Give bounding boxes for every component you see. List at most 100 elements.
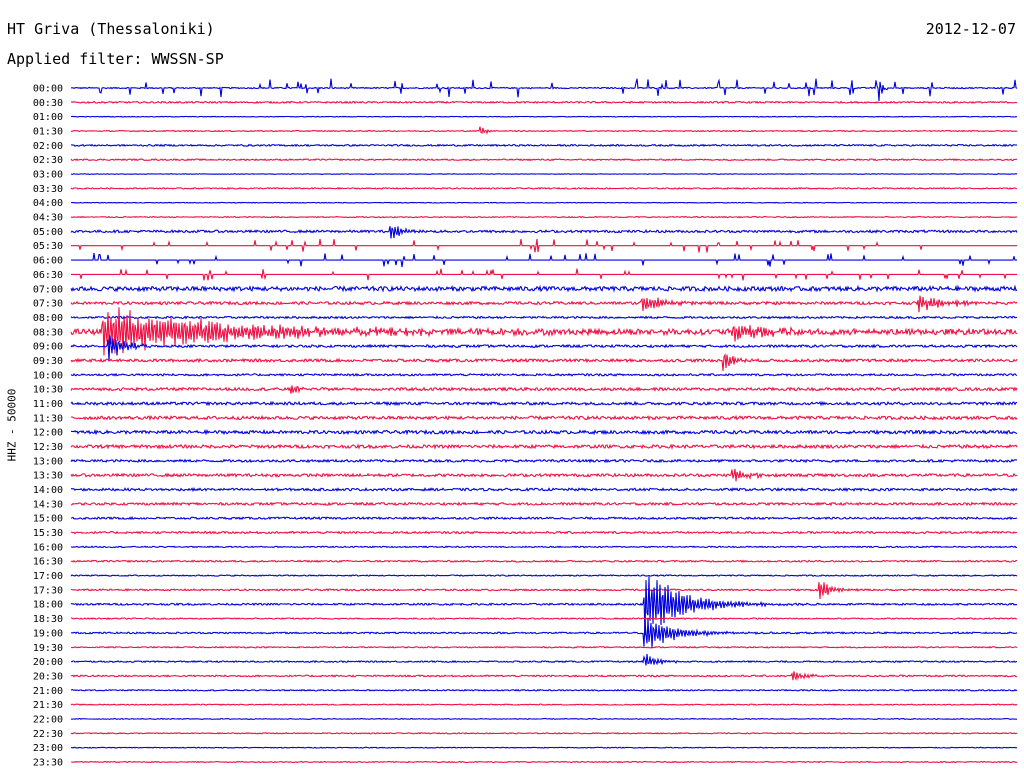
row-time-label: 12:00	[33, 428, 63, 439]
row-time-label: 10:00	[33, 370, 63, 381]
row-time-label: 17:00	[33, 571, 63, 582]
trace-row	[70, 335, 1018, 362]
trace-row	[70, 618, 1018, 649]
trace-row	[70, 126, 1018, 135]
record-date: 2012-12-07	[925, 20, 1016, 38]
trace-row	[70, 576, 1018, 636]
trace-row	[70, 215, 1018, 219]
row-time-label: 07:30	[33, 299, 63, 310]
trace-row	[70, 226, 1018, 239]
row-time-label: 02:00	[33, 141, 63, 152]
trace-row	[70, 315, 1018, 320]
trace-row	[71, 617, 1018, 621]
trace-row	[71, 268, 1017, 281]
row-time-label: 18:00	[33, 600, 63, 611]
trace-row	[70, 468, 1018, 482]
trace-row	[71, 760, 1018, 764]
row-time-label: 12:30	[33, 442, 63, 453]
row-time-label: 09:00	[33, 342, 63, 353]
trace-row	[70, 516, 1018, 521]
row-time-label: 22:00	[33, 714, 63, 725]
trace-row	[70, 688, 1018, 692]
trace-row	[70, 501, 1018, 507]
row-time-label: 22:30	[33, 729, 63, 740]
row-time-label: 19:00	[33, 628, 63, 639]
row-time-label: 13:00	[33, 456, 63, 467]
row-time-label: 20:00	[33, 657, 63, 668]
row-time-label: 23:30	[33, 757, 63, 768]
row-time-label: 01:30	[33, 127, 63, 138]
trace-row	[70, 574, 1018, 578]
row-time-label: 16:00	[33, 542, 63, 553]
row-time-label: 04:00	[33, 198, 63, 209]
trace-row	[70, 158, 1018, 162]
row-time-label: 21:30	[33, 700, 63, 711]
trace-row	[70, 545, 1018, 549]
filter-label: Applied filter: WWSSN-SP	[7, 50, 224, 68]
row-time-label: 00:00	[33, 84, 63, 95]
trace-row	[70, 654, 1018, 666]
row-time-label: 23:00	[33, 743, 63, 754]
row-time-label: 06:00	[33, 256, 63, 267]
trace-row	[70, 414, 1018, 422]
trace-row	[70, 284, 1018, 293]
trace-row	[71, 253, 1017, 268]
trace-row	[70, 671, 1017, 682]
trace-row	[71, 645, 1018, 649]
trace-row	[70, 732, 1018, 735]
row-time-label: 15:00	[33, 514, 63, 525]
trace-row	[70, 443, 1018, 450]
row-time-label: 21:00	[33, 686, 63, 697]
trace-row	[70, 201, 1018, 204]
row-time-label: 07:00	[33, 284, 63, 295]
row-time-label: 03:30	[33, 184, 63, 195]
row-time-label: 08:00	[33, 313, 63, 324]
trace-row	[70, 717, 1017, 721]
trace-row	[70, 486, 1018, 493]
trace-row	[70, 385, 1018, 394]
trace-row	[70, 559, 1017, 563]
trace-row	[70, 173, 1018, 175]
trace-row	[70, 115, 1018, 118]
trace-row	[70, 100, 1017, 105]
trace-row	[70, 143, 1018, 148]
trace-row	[70, 400, 1018, 407]
row-time-label: 06:30	[33, 270, 63, 281]
row-time-label: 14:00	[33, 485, 63, 496]
row-time-label: 11:30	[33, 413, 63, 424]
trace-row	[70, 307, 1018, 356]
trace-row	[70, 295, 1018, 313]
row-time-label: 17:30	[33, 585, 63, 596]
row-time-label: 15:30	[33, 528, 63, 539]
trace-row	[70, 372, 1018, 377]
row-time-label: 01:00	[33, 112, 63, 123]
row-time-label: 16:30	[33, 557, 63, 568]
row-time-label: 13:30	[33, 471, 63, 482]
row-time-label: 04:30	[33, 213, 63, 224]
row-time-label: 03:00	[33, 170, 63, 181]
trace-row	[70, 746, 1018, 749]
row-time-label: 05:30	[33, 241, 63, 252]
trace-row	[70, 582, 1018, 600]
trace-row	[71, 238, 1017, 253]
row-time-label: 09:30	[33, 356, 63, 367]
row-time-label: 18:30	[33, 614, 63, 625]
row-time-label: 10:30	[33, 385, 63, 396]
row-time-label: 05:00	[33, 227, 63, 238]
trace-row	[70, 353, 1018, 371]
trace-row	[70, 458, 1018, 464]
trace-row	[70, 703, 1018, 706]
row-time-label: 02:30	[33, 155, 63, 166]
row-time-label: 20:30	[33, 671, 63, 682]
trace-row	[70, 530, 1017, 535]
row-time-label: 08:30	[33, 327, 63, 338]
trace-row	[71, 428, 1018, 436]
trace-row	[71, 78, 1018, 102]
row-time-label: 00:30	[33, 98, 63, 109]
row-time-label: 14:30	[33, 499, 63, 510]
trace-row	[70, 187, 1018, 190]
row-time-label: 11:00	[33, 399, 63, 410]
row-time-label: 19:30	[33, 643, 63, 654]
station-title: HT Griva (Thessaloniki)	[7, 20, 215, 38]
